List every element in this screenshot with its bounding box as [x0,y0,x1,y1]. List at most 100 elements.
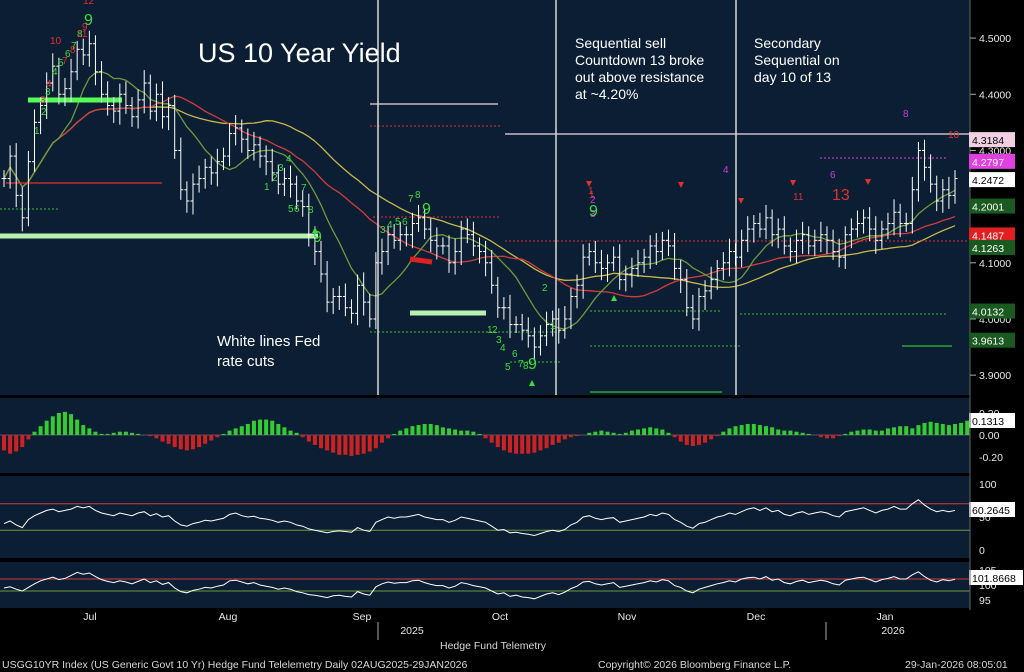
oscillator-bar [166,435,171,444]
price-bars [1,30,958,361]
oscillator-bar [14,435,19,452]
fed-note-line-1: White lines Fed [217,333,320,350]
oscillator-bar [916,425,921,435]
oscillator-bar [123,431,128,435]
price-box-label: 4.3184 [972,135,1004,147]
oscillator-bar [87,428,92,435]
oscillator-bar [617,433,622,435]
price-bar [214,148,220,187]
lower-value: 101.8668 [972,573,1016,585]
oscillator-bar [428,424,433,435]
price-bar [720,252,726,281]
price-bar [739,229,745,268]
price-bar [854,210,860,238]
price-bar [751,215,757,243]
price-bar [129,97,135,127]
price-bar [172,94,178,159]
price-bar [952,170,958,204]
price-bar [940,179,946,213]
oscillator-bar [544,435,549,449]
td-count-label: 9 [313,229,322,246]
lower-panel-background [0,562,970,608]
oscillator-bar [556,435,561,443]
price-bar [873,216,879,254]
oscillator-bar [233,428,238,435]
price-bar [653,233,659,266]
price-bar [800,221,806,254]
price-bar [787,237,793,262]
td-count-label: 11 [77,29,88,40]
td-count-label: 9 [528,356,537,373]
oscillator-bar [745,424,750,435]
price-bar [629,257,635,288]
td-count-label: 11 [793,192,804,203]
oscillator-bar [251,420,256,435]
oscillator-bar [294,432,299,435]
td-count-label: 3 [278,163,284,174]
price-bar [111,97,117,123]
oscillator-bar [575,435,580,437]
td-count-label: 1 [588,186,594,197]
oscillator-bar [26,435,31,440]
price-bar [830,229,836,260]
td-count-label: 4 [46,79,52,90]
price-bar [757,212,763,238]
price-bar [684,268,690,317]
oscillator-bar [471,431,476,435]
price-bar [452,238,458,275]
price-box-label: 4.2001 [972,202,1004,214]
price-bar [775,218,781,249]
oscillator-bar [873,430,878,435]
td-buy-arrow [312,227,318,233]
oscillator-bar [300,435,305,438]
oscillator-bar [959,422,964,435]
x-axis-background [0,610,970,640]
oscillator-bar [489,435,494,443]
td-count-label: 5 [58,58,64,69]
price-bar [239,119,245,153]
oscillator-bar [757,425,762,435]
oscillator-bar [587,432,592,435]
td-count-label: 2 [41,107,47,118]
price-box [969,198,1015,214]
oscillator-bar [599,430,604,435]
secondary-note-line-1: Secondary [754,35,821,51]
price-bar [696,288,702,331]
price-bar [251,131,257,161]
td-sell-arrow [790,180,796,186]
oscillator-bar [934,422,939,435]
price-bar [928,154,934,193]
oscillator-bar [410,426,415,435]
price-bar [324,261,330,313]
oscillator-bar [282,427,287,435]
oscillator-bar [190,435,195,450]
oscillator-bar [806,433,811,435]
td-count-label: 2 [272,173,278,184]
oscillator-bar [879,430,884,435]
price-bar [38,97,44,135]
oscillator-bar [953,424,957,435]
price-bar [160,81,165,129]
price-bar [397,221,403,251]
price-bar [318,240,324,283]
oscillator-bar [898,426,903,435]
price-bar [861,209,867,234]
price-bar [257,136,263,168]
price-bar [44,72,50,119]
td-count-label: 5 [288,204,294,215]
rsi-background [0,476,970,558]
price-bar [550,310,556,337]
rsi-panel: 100 50 0 60.2645 [0,476,1015,558]
oscillator-bar [648,427,653,435]
oscillator-bar [215,435,220,438]
oscillator-bar [62,411,67,435]
oscillator-bar [440,427,445,435]
oscillator-bar [636,429,640,435]
oscillator-bar [611,432,616,435]
oscillator-bar [361,435,366,454]
price-box [969,240,1015,256]
oscillator-bar [532,435,537,453]
price-bar [592,240,598,273]
oscillator-bar [258,419,263,435]
